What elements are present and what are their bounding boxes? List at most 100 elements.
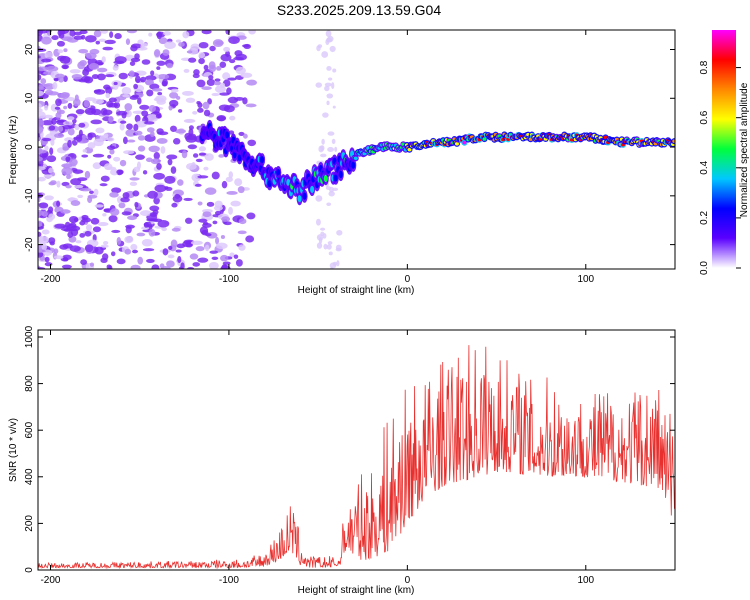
noise-blob xyxy=(148,105,156,113)
noise-blob xyxy=(71,74,83,80)
noise-blob xyxy=(124,109,132,118)
noise-blob xyxy=(332,187,339,192)
noise-blob xyxy=(123,150,135,155)
noise-blob xyxy=(38,156,43,162)
noise-blob xyxy=(204,233,212,237)
noise-blob xyxy=(74,184,84,189)
noise-blob xyxy=(67,231,74,238)
noise-blob xyxy=(215,242,228,250)
noise-blob xyxy=(218,154,225,158)
noise-blob xyxy=(74,94,79,102)
noise-blob xyxy=(48,125,56,131)
noise-blob xyxy=(102,253,109,261)
spectrogram-x-axis-label: Height of straight line (km) xyxy=(298,285,415,296)
noise-blob xyxy=(228,36,240,45)
noise-blob xyxy=(38,125,44,134)
spectrogram-blobs xyxy=(38,30,675,269)
noise-blob xyxy=(69,215,79,223)
noise-blob xyxy=(320,227,326,231)
spectrogram-y-tick-label: 20 xyxy=(24,44,35,56)
noise-blob xyxy=(44,51,54,59)
noise-blob xyxy=(157,220,170,228)
noise-blob xyxy=(215,40,224,46)
noise-blob xyxy=(108,215,118,223)
noise-blob xyxy=(149,205,160,212)
noise-blob xyxy=(161,227,167,232)
noise-blob xyxy=(317,44,323,48)
noise-blob xyxy=(323,243,328,250)
ridge-core xyxy=(454,142,459,146)
noise-blob xyxy=(228,206,233,215)
noise-blob xyxy=(246,79,258,86)
noise-blob xyxy=(198,41,209,49)
noise-blob xyxy=(140,76,147,83)
noise-blob xyxy=(46,155,57,163)
noise-blob xyxy=(156,162,162,170)
noise-blob xyxy=(85,224,93,231)
noise-blob xyxy=(195,246,205,252)
noise-blob xyxy=(84,52,91,57)
noise-blob xyxy=(50,180,57,185)
colorbar-tick-label: 0.2 xyxy=(699,211,710,225)
noise-blob xyxy=(222,72,231,80)
noise-blob xyxy=(94,204,104,208)
noise-blob xyxy=(336,260,340,267)
noise-blob xyxy=(44,145,49,151)
noise-blob xyxy=(69,69,81,74)
noise-blob xyxy=(326,100,330,106)
noise-blob xyxy=(38,108,43,112)
noise-blob xyxy=(315,195,323,202)
noise-blob xyxy=(79,187,92,192)
noise-blob xyxy=(153,197,160,205)
spectrogram-y-axis-label: Frequency (Hz) xyxy=(8,116,19,185)
noise-blob xyxy=(118,72,128,80)
noise-blob xyxy=(116,258,126,265)
noise-blob xyxy=(175,39,182,43)
noise-blob xyxy=(110,208,120,216)
noise-blob xyxy=(38,249,46,253)
noise-blob xyxy=(129,95,139,100)
noise-blob xyxy=(149,212,158,217)
noise-blob xyxy=(227,77,237,81)
noise-blob xyxy=(41,229,50,235)
noise-blob xyxy=(183,68,190,73)
noise-blob xyxy=(62,243,73,249)
noise-blob xyxy=(89,190,94,195)
noise-blob xyxy=(103,240,109,245)
noise-blob xyxy=(130,243,138,251)
noise-blob xyxy=(229,115,236,121)
noise-blob xyxy=(61,36,73,42)
noise-blob xyxy=(146,258,155,263)
noise-blob xyxy=(77,194,84,199)
noise-blob xyxy=(81,214,89,221)
noise-blob xyxy=(202,211,212,218)
noise-blob xyxy=(80,75,91,82)
noise-blob xyxy=(170,239,178,248)
noise-blob xyxy=(38,83,51,87)
noise-blob xyxy=(134,201,139,208)
noise-blob xyxy=(166,63,174,69)
noise-blob xyxy=(203,64,209,71)
snr-frame xyxy=(37,329,676,571)
colorbar-tick-label: 0.0 xyxy=(699,261,710,275)
noise-blob xyxy=(246,212,256,220)
noise-blob xyxy=(105,92,111,99)
snr-x-tick-label: -200 xyxy=(40,575,60,586)
noise-blob xyxy=(53,255,64,260)
noise-blob xyxy=(167,254,175,259)
noise-blob xyxy=(101,56,106,63)
noise-blob xyxy=(92,162,102,170)
noise-blob xyxy=(121,86,132,95)
noise-blob xyxy=(61,167,73,176)
noise-blob xyxy=(117,196,123,204)
noise-blob xyxy=(41,36,52,45)
noise-blob xyxy=(93,188,99,196)
noise-blob xyxy=(69,245,81,252)
ridge-core xyxy=(482,137,487,141)
noise-blob xyxy=(69,222,77,229)
noise-blob xyxy=(92,153,105,158)
noise-blob xyxy=(118,202,126,209)
noise-blob xyxy=(182,31,190,39)
